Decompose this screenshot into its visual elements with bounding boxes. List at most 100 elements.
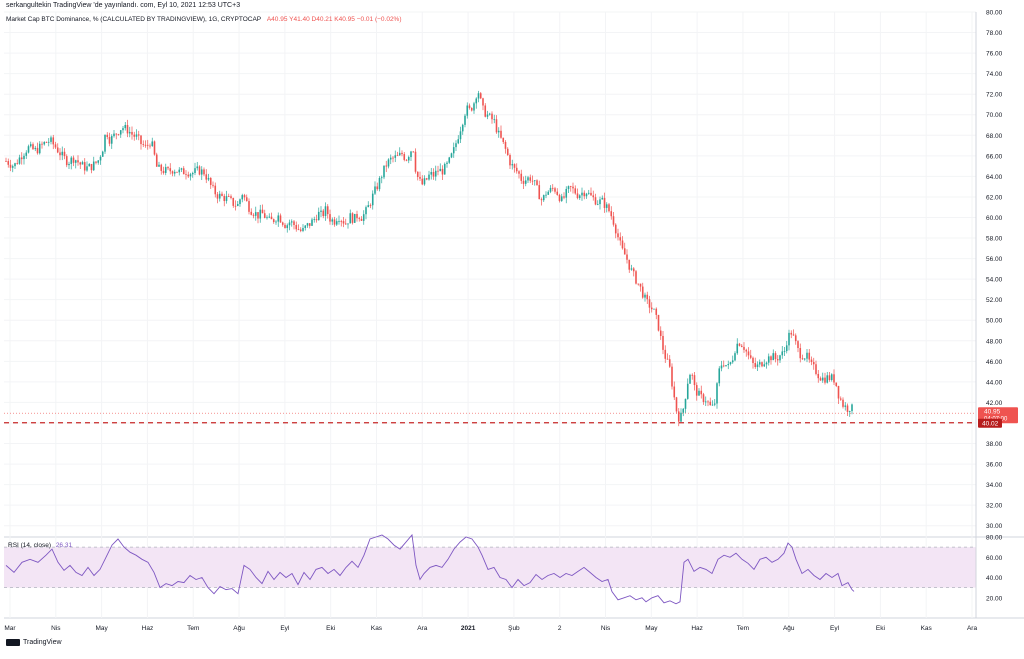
- candle-body: [650, 307, 653, 310]
- candle-body: [410, 151, 412, 158]
- candle-body: [752, 357, 754, 364]
- candle-body: [747, 351, 750, 356]
- candle-body: [333, 219, 336, 225]
- time-tick-label: Ara: [967, 625, 978, 632]
- candle-body: [347, 223, 349, 225]
- candle-body: [360, 218, 363, 221]
- candle-body: [529, 177, 532, 181]
- candle-body: [632, 268, 635, 272]
- price-tick-label: 78.00: [986, 30, 1003, 37]
- symbol-legend[interactable]: Market Cap BTC Dominance, % (CALCULATED …: [6, 16, 402, 23]
- candle-body: [668, 359, 671, 367]
- rsi-legend[interactable]: RSI (14, close) 26.31: [8, 542, 72, 549]
- candle-body: [225, 196, 228, 202]
- candle-body: [32, 144, 34, 150]
- candle-body: [106, 134, 109, 137]
- price-axis[interactable]: 80.00 78.00 76.00 74.00 72.00 70.00 68.00 66.00…: [975, 10, 1003, 619]
- candle-body: [792, 334, 795, 336]
- candle-body: [428, 174, 430, 180]
- time-axis[interactable]: Mar Nis May Haz Tem Ağu Eyl Eki Kas Ara 2021 Şub 2 Ni…: [4, 625, 977, 632]
- price-tick-label: 76.00: [986, 51, 1003, 58]
- rsi-label[interactable]: RSI (14, close): [8, 542, 51, 549]
- candle-body: [243, 195, 246, 198]
- candle-body: [353, 213, 356, 223]
- candle-body: [293, 221, 295, 226]
- candle-body: [473, 103, 475, 111]
- candle-body: [459, 131, 462, 140]
- price-tick-label: 54.00: [986, 277, 1003, 284]
- candle-body: [176, 171, 178, 173]
- time-tick-label: May: [645, 625, 658, 632]
- candle-body: [394, 155, 397, 158]
- candle-body: [254, 212, 257, 216]
- time-tick-label: Tem: [737, 625, 749, 632]
- candle-body: [617, 233, 619, 238]
- candle-body: [212, 184, 214, 186]
- candle-body: [236, 204, 239, 206]
- price-tick-label: 36.00: [986, 462, 1003, 469]
- candle-body: [194, 168, 196, 173]
- price-tick-label: 38.00: [986, 441, 1003, 448]
- time-tick-label: Eyl: [280, 625, 290, 632]
- candle-body: [583, 192, 586, 197]
- time-tick-label: Eyl: [830, 625, 840, 632]
- candle-body: [601, 197, 604, 200]
- candle-body: [520, 173, 523, 181]
- price-tick-label: 60.00: [986, 215, 1003, 222]
- price-tick-label: 70.00: [986, 112, 1003, 119]
- candle-body: [756, 364, 759, 368]
- candle-body: [61, 151, 64, 156]
- candle-body: [677, 411, 680, 422]
- candle-body: [464, 115, 466, 125]
- candle-body: [479, 93, 482, 99]
- time-tick-label: Haz: [691, 625, 703, 632]
- candle-body: [545, 194, 547, 196]
- candle-body: [124, 124, 127, 129]
- candle-body: [101, 151, 104, 157]
- price-tick-label: 80.00: [986, 10, 1003, 17]
- candle-body: [113, 133, 115, 137]
- candle-body: [653, 308, 655, 310]
- candle-body: [340, 221, 343, 222]
- candle-body: [518, 171, 520, 174]
- candle-body: [160, 164, 163, 171]
- symbol-title[interactable]: Market Cap BTC Dominance, % (CALCULATED …: [6, 16, 262, 23]
- candle-body: [740, 345, 743, 347]
- candle-body: [110, 136, 113, 144]
- candle-body: [205, 174, 208, 180]
- candle-body: [122, 128, 124, 131]
- candle-body: [83, 162, 86, 171]
- time-tick-label: Eki: [326, 625, 335, 632]
- candle-body: [540, 199, 543, 201]
- candle-body: [621, 240, 624, 249]
- candle-body: [288, 222, 291, 226]
- candle-body: [810, 359, 813, 363]
- candle-body: [443, 163, 446, 175]
- candle-body: [70, 157, 73, 164]
- candle-body: [691, 374, 694, 376]
- candle-body: [207, 177, 210, 180]
- candle-body: [612, 216, 615, 225]
- candle-body: [781, 351, 784, 356]
- rsi-band: [4, 546, 976, 588]
- candle-body: [342, 221, 345, 224]
- candle-body: [380, 177, 383, 179]
- candle-body: [711, 404, 714, 406]
- candle-body: [221, 193, 223, 196]
- candle-body: [700, 390, 703, 395]
- candle-body: [538, 185, 541, 200]
- candle-body: [646, 294, 649, 300]
- candle-body: [171, 171, 174, 174]
- candle-body: [90, 164, 93, 171]
- price-tick-label: 32.00: [986, 503, 1003, 510]
- candle-body: [74, 160, 77, 163]
- tradingview-logo[interactable]: TradingView: [6, 639, 62, 646]
- candle-body: [567, 186, 570, 189]
- candle-body: [686, 383, 689, 399]
- tradingview-logo-text: TradingView: [23, 639, 62, 646]
- candle-body: [844, 405, 847, 407]
- rsi-series: [5, 533, 855, 605]
